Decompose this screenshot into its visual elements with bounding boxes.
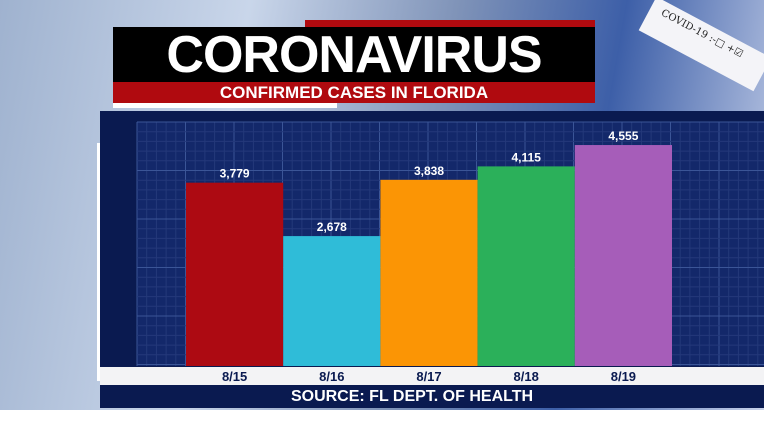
bar-chart: 3,779 2,678 3,838 4,115 4,555 — [136, 121, 764, 366]
data-label: 4,555 — [608, 129, 638, 143]
subtitle: CONFIRMED CASES IN FLORIDA — [113, 82, 595, 103]
x-axis-labels: 8/15 8/16 8/17 8/18 8/19 — [222, 369, 636, 384]
bars: 3,779 2,678 3,838 4,115 4,555 — [186, 129, 672, 366]
title: CORONAVIRUS — [113, 27, 595, 83]
bar-8/16 — [283, 236, 381, 366]
red-accent-bar — [305, 20, 595, 29]
x-tick-label: 8/15 — [222, 369, 247, 384]
bar-8/18 — [477, 166, 575, 366]
data-label: 3,779 — [220, 167, 250, 181]
white-accent-bar — [113, 103, 337, 108]
data-label: 4,115 — [512, 150, 542, 164]
bar-8/15 — [186, 182, 284, 366]
data-label: 2,678 — [317, 220, 347, 234]
x-tick-label: 8/19 — [611, 369, 636, 384]
data-label: 3,838 — [414, 164, 444, 178]
white-edge-line — [97, 143, 100, 381]
x-tick-label: 8/18 — [514, 369, 539, 384]
x-tick-label: 8/17 — [416, 369, 441, 384]
bar-8/17 — [380, 179, 478, 366]
source-note: SOURCE: FL DEPT. OF HEALTH — [290, 388, 534, 405]
bar-8/19 — [574, 145, 672, 366]
x-axis-band — [100, 367, 764, 385]
x-tick-label: 8/16 — [319, 369, 344, 384]
